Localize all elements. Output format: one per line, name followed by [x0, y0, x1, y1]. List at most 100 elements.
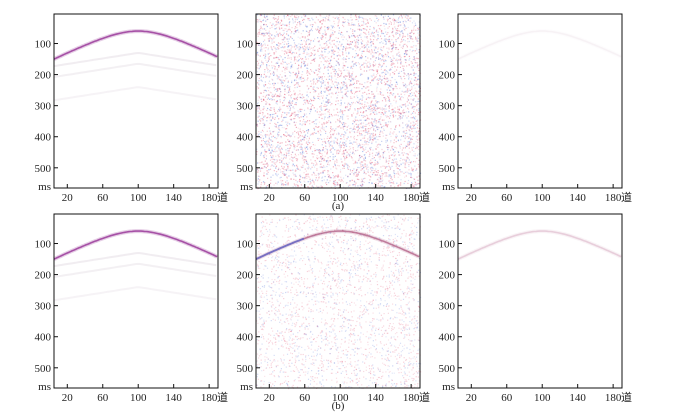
- panel-frame: [53, 213, 219, 389]
- y-tick-label: 200: [237, 270, 254, 282]
- panel-a-1: 100 200 300 400 500 ms 20 60 100 140 180 道: [35, 13, 228, 204]
- panel-b-1: 100 200 300 400 500 ms 20 60 100 140 180 道: [35, 213, 228, 404]
- x-unit-label: 道: [419, 190, 430, 204]
- x-tick-label: 180: [403, 392, 420, 404]
- y-tick-label: 100: [237, 39, 254, 51]
- x-tick-label: 60: [97, 192, 109, 204]
- x-tick-label: 140: [569, 392, 586, 404]
- x-tick-label: 100: [130, 392, 147, 404]
- x-tick-label: 140: [367, 192, 384, 204]
- y-unit-label: ms: [38, 381, 51, 393]
- y-tick-label: 400: [237, 132, 254, 144]
- x-tick-label: 100: [332, 192, 349, 204]
- y-unit-label: ms: [442, 381, 455, 393]
- panel-frame: [53, 13, 219, 189]
- x-tick-label: 100: [332, 392, 349, 404]
- x-tick-label: 60: [501, 392, 513, 404]
- x-tick-label: 140: [165, 192, 182, 204]
- y-tick-label: 400: [35, 332, 52, 344]
- x-tick-label: 100: [130, 192, 147, 204]
- panel-b-2: 100 200 300 400 500 ms 20 60 100 140 180 道: [237, 213, 430, 404]
- reflection-event: [53, 30, 218, 60]
- panel-frame: [457, 13, 623, 189]
- ghost-events: [53, 51, 217, 102]
- y-tick-label: 300: [439, 301, 456, 313]
- panel-a-3: 100 200 300 400 500 ms 20 60 100 140 180 道: [439, 13, 632, 204]
- x-tick-label: 60: [501, 192, 513, 204]
- y-tick-label: 500: [237, 163, 254, 175]
- y-tick-label: 200: [237, 70, 254, 82]
- y-tick-label: 400: [35, 132, 52, 144]
- x-tick-label: 60: [299, 192, 311, 204]
- x-tick-label: 20: [264, 392, 276, 404]
- x-tick-label: 100: [534, 392, 551, 404]
- x-tick-label: 140: [165, 392, 182, 404]
- y-unit-label: ms: [38, 181, 51, 193]
- y-tick-label: 300: [237, 301, 254, 313]
- panel-background: [54, 214, 218, 388]
- y-tick-label: 400: [237, 332, 254, 344]
- x-unit-label: 道: [419, 390, 430, 404]
- y-tick-label: 200: [35, 270, 52, 282]
- reflection-event: [457, 230, 622, 260]
- y-tick-label: 100: [35, 239, 52, 251]
- reflection-event: [53, 230, 218, 260]
- panel-background: [256, 214, 420, 388]
- x-tick-label: 20: [264, 192, 276, 204]
- x-tick-label: 180: [605, 192, 622, 204]
- x-unit-label: 道: [217, 190, 228, 204]
- y-tick-label: 100: [439, 239, 456, 251]
- y-tick-label: 100: [35, 39, 52, 51]
- event-halo: [457, 229, 622, 261]
- y-tick-label: 400: [439, 132, 456, 144]
- panel-background: [458, 214, 622, 388]
- caption-b: (b): [332, 400, 345, 412]
- y-tick-label: 100: [439, 39, 456, 51]
- x-tick-label: 20: [466, 192, 478, 204]
- x-unit-label: 道: [621, 190, 632, 204]
- x-tick-label: 20: [62, 392, 74, 404]
- noise-field: [256, 14, 422, 190]
- x-tick-label: 100: [534, 192, 551, 204]
- y-tick-label: 300: [35, 301, 52, 313]
- y-tick-label: 200: [439, 270, 456, 282]
- y-tick-label: 200: [439, 70, 456, 82]
- y-tick-label: 500: [439, 363, 456, 375]
- noise-field: [256, 214, 422, 390]
- x-tick-label: 20: [62, 192, 74, 204]
- x-unit-label: 道: [217, 390, 228, 404]
- panel-a-2: 100 200 300 400 500 ms 20 60 100 140 180 道: [237, 13, 430, 204]
- y-tick-label: 300: [237, 101, 254, 113]
- panel-background: [256, 14, 420, 188]
- x-unit-label: 道: [621, 390, 632, 404]
- caption-a: (a): [332, 200, 345, 212]
- y-tick-label: 500: [35, 163, 52, 175]
- reflection-event-blue: [255, 237, 305, 261]
- y-unit-label: ms: [240, 181, 253, 193]
- ghost-events: [53, 251, 217, 302]
- x-tick-label: 60: [299, 392, 311, 404]
- panel-background: [458, 14, 622, 188]
- x-tick-label: 140: [367, 392, 384, 404]
- reflection-event: [457, 30, 622, 60]
- y-tick-label: 300: [439, 101, 456, 113]
- y-tick-label: 500: [439, 163, 456, 175]
- panel-background: [54, 14, 218, 188]
- x-tick-label: 180: [201, 392, 218, 404]
- panel-frame: [255, 213, 421, 389]
- panel-frame: [457, 213, 623, 389]
- y-tick-label: 400: [439, 332, 456, 344]
- x-tick-label: 180: [201, 192, 218, 204]
- x-tick-label: 60: [97, 392, 109, 404]
- x-tick-label: 20: [466, 392, 478, 404]
- y-tick-label: 200: [35, 70, 52, 82]
- x-tick-label: 180: [403, 192, 420, 204]
- y-unit-label: ms: [442, 181, 455, 193]
- y-tick-label: 100: [237, 239, 254, 251]
- y-tick-label: 500: [237, 363, 254, 375]
- panel-frame: [255, 13, 421, 189]
- y-unit-label: ms: [240, 381, 253, 393]
- x-tick-label: 140: [569, 192, 586, 204]
